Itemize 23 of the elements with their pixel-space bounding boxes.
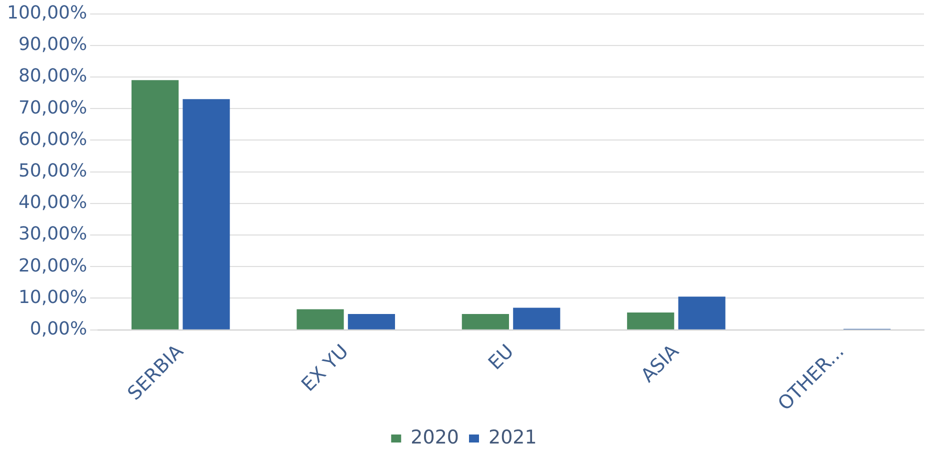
x-tick-label: EX YU bbox=[297, 340, 353, 396]
y-tick-label: 30,00% bbox=[18, 224, 88, 245]
bar bbox=[348, 314, 396, 330]
y-tick-label: 0,00% bbox=[30, 318, 88, 340]
bar bbox=[627, 312, 674, 330]
y-tick-label: 90,00% bbox=[18, 34, 88, 56]
bar bbox=[296, 309, 344, 330]
bar bbox=[132, 80, 179, 330]
bar bbox=[462, 314, 509, 330]
bar bbox=[182, 99, 230, 330]
y-tick-label: 100,00% bbox=[6, 2, 88, 24]
legend-label: 2021 bbox=[488, 426, 537, 448]
y-tick-label: 20,00% bbox=[18, 255, 88, 276]
y-tick-label: 60,00% bbox=[18, 128, 88, 150]
y-tick-label: 70,00% bbox=[18, 97, 88, 118]
bar bbox=[513, 308, 560, 330]
legend-label: 2020 bbox=[410, 426, 460, 448]
x-tick-label: EU bbox=[484, 340, 518, 374]
y-tick-label: 80,00% bbox=[18, 66, 88, 87]
y-tick-label: 50,00% bbox=[18, 160, 88, 182]
bar bbox=[678, 296, 726, 330]
y-tick-label: 40,00% bbox=[18, 192, 88, 214]
y-tick-label: 10,00% bbox=[18, 286, 88, 308]
